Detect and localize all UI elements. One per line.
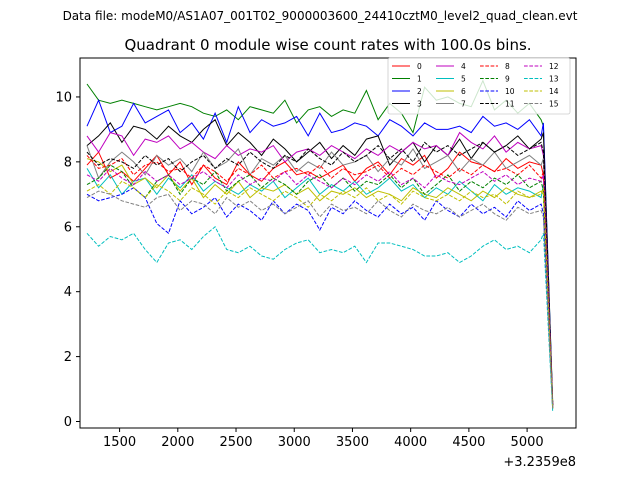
series-line-15 bbox=[86, 190, 554, 409]
y-axis: 0 2 4 6 8 10 bbox=[55, 90, 80, 430]
x-tick-label: 4500 bbox=[452, 435, 485, 450]
series-line-11 bbox=[86, 141, 554, 406]
chart-title: Quadrant 0 module wise count rates with … bbox=[124, 36, 531, 54]
series-line-12 bbox=[86, 167, 554, 409]
legend-label: 6 bbox=[461, 87, 466, 96]
x-tick-label: 4000 bbox=[394, 435, 427, 450]
legend-label: 12 bbox=[549, 62, 559, 71]
plot-area bbox=[86, 79, 554, 412]
x-tick-label: 3000 bbox=[278, 435, 311, 450]
x-tick-label: 2000 bbox=[161, 435, 194, 450]
series-line-4 bbox=[86, 131, 554, 406]
x-tick-label: 1500 bbox=[103, 435, 136, 450]
legend-label: 11 bbox=[505, 99, 515, 108]
legend-label: 13 bbox=[549, 74, 559, 83]
axes-frame bbox=[79, 57, 577, 429]
legend-label: 15 bbox=[549, 99, 559, 108]
y-tick-label: 8 bbox=[64, 155, 72, 170]
legend-label: 5 bbox=[461, 74, 466, 83]
series-line-7 bbox=[86, 145, 554, 406]
legend-label: 0 bbox=[417, 62, 422, 71]
legend-label: 2 bbox=[417, 87, 422, 96]
legend-label: 3 bbox=[417, 99, 422, 108]
legend-label: 1 bbox=[417, 74, 422, 83]
x-axis: 1500 2000 2500 3000 3500 4000 4500 5000 bbox=[103, 428, 544, 450]
y-tick-label: 4 bbox=[64, 285, 72, 300]
series-line-5 bbox=[86, 168, 554, 409]
series-line-14 bbox=[86, 180, 554, 409]
series-line-10 bbox=[86, 187, 554, 409]
legend-frame bbox=[387, 57, 571, 115]
series-line-8 bbox=[86, 155, 554, 406]
series-line-13 bbox=[86, 226, 554, 412]
x-tick-label: 5000 bbox=[511, 435, 544, 450]
legend-label: 14 bbox=[549, 87, 559, 96]
x-tick-label: 3500 bbox=[336, 435, 369, 450]
legend-label: 8 bbox=[505, 62, 510, 71]
x-axis-offset-label: +3.2359e8 bbox=[503, 455, 576, 470]
legend-label: 10 bbox=[505, 87, 515, 96]
legend-label: 9 bbox=[505, 74, 510, 83]
y-tick-label: 2 bbox=[64, 350, 72, 365]
y-tick-label: 6 bbox=[64, 220, 72, 235]
series-line-6 bbox=[86, 158, 554, 409]
y-tick-label: 0 bbox=[64, 415, 72, 430]
y-tick-label: 10 bbox=[55, 90, 72, 105]
series-line-2 bbox=[86, 98, 554, 406]
figure-suptitle: Data file: modeM0/AS1A07_001T02_90000036… bbox=[63, 9, 578, 23]
legend-label: 7 bbox=[461, 99, 466, 108]
legend-label: 4 bbox=[461, 62, 466, 71]
x-tick-label: 2500 bbox=[219, 435, 252, 450]
